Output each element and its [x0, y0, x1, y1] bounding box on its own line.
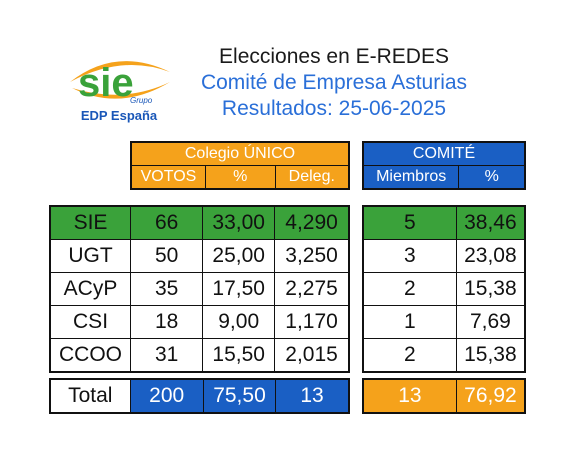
total-miembros: 13 — [362, 378, 457, 414]
colegio-header: Colegio ÚNICO VOTOS % Deleg. — [130, 141, 350, 190]
col-votos: VOTOS — [130, 165, 206, 190]
votos-cell: 35 — [130, 272, 204, 306]
table-row-sie: SIE 66 33,00 4,290 — [49, 205, 350, 240]
pct-cell: 15,50 — [202, 338, 276, 373]
table-row: CCOO 31 15,50 2,015 — [49, 338, 350, 373]
comite-title: COMITÉ — [362, 141, 526, 166]
total-pct: 75,50 — [202, 378, 277, 414]
logo-brand: EDP España — [80, 108, 158, 123]
comite-pct-cell: 38,46 — [455, 205, 526, 240]
comite-pct-cell: 7,69 — [455, 305, 526, 339]
total-deleg: 13 — [275, 378, 350, 414]
comite-total-row: 13 76,92 — [362, 378, 526, 414]
col-miembros: Miembros — [362, 165, 460, 190]
deleg-cell: 4,290 — [274, 205, 350, 240]
miembros-cell: 3 — [362, 239, 457, 273]
logo-text: sie — [78, 61, 134, 105]
deleg-cell: 2,275 — [274, 272, 350, 306]
colegio-title: Colegio ÚNICO — [130, 141, 350, 166]
sie-logo-mark: sie — [70, 61, 170, 105]
party-cell: ACyP — [49, 272, 132, 306]
total-comite-pct: 76,92 — [455, 378, 526, 414]
table-row: 2 15,38 — [362, 338, 526, 373]
logo-grupo: Grupo — [130, 96, 153, 105]
votos-cell: 18 — [130, 305, 204, 339]
pct-cell: 25,00 — [202, 239, 276, 273]
miembros-cell: 1 — [362, 305, 457, 339]
table-row-sie: 5 38,46 — [362, 205, 526, 240]
table-row: CSI 18 9,00 1,170 — [49, 305, 350, 339]
deleg-cell: 2,015 — [274, 338, 350, 373]
col-pct: % — [204, 165, 276, 190]
table-row: 2 15,38 — [362, 272, 526, 306]
party-cell: SIE — [49, 205, 132, 240]
party-cell: CCOO — [49, 338, 132, 373]
title-block: Elecciones en E-REDES Comité de Empresa … — [168, 44, 500, 122]
page-subtitle: Comité de Empresa Asturias — [200, 71, 468, 94]
votos-cell: 31 — [130, 338, 204, 373]
table-row: 3 23,08 — [362, 239, 526, 273]
total-votos: 200 — [129, 378, 204, 414]
total-label: Total — [49, 378, 131, 414]
table-row: 1 7,69 — [362, 305, 526, 339]
table-row: UGT 50 25,00 3,250 — [49, 239, 350, 273]
col-comite-pct: % — [458, 165, 526, 190]
comite-pct-cell: 15,38 — [455, 272, 526, 306]
table-row: ACyP 35 17,50 2,275 — [49, 272, 350, 306]
sie-logo: sie Grupo EDP España — [66, 52, 176, 124]
party-cell: UGT — [49, 239, 132, 273]
page-title: Elecciones en E-REDES — [219, 45, 449, 68]
results-date: Resultados: 25-06-2025 — [221, 97, 447, 120]
comite-pct-cell: 15,38 — [455, 338, 526, 373]
col-deleg: Deleg. — [274, 165, 350, 190]
miembros-cell: 2 — [362, 272, 457, 306]
results-table: SIE 66 33,00 4,290 UGT 50 25,00 3,250 AC… — [49, 205, 350, 373]
total-row: Total 200 75,50 13 — [49, 378, 350, 414]
deleg-cell: 1,170 — [274, 305, 350, 339]
miembros-cell: 2 — [362, 338, 457, 373]
deleg-cell: 3,250 — [274, 239, 350, 273]
pct-cell: 9,00 — [202, 305, 276, 339]
pct-cell: 33,00 — [202, 205, 276, 240]
party-cell: CSI — [49, 305, 132, 339]
comite-table: 5 38,46 3 23,08 2 15,38 1 7,69 2 15,38 — [362, 205, 526, 373]
votos-cell: 50 — [130, 239, 204, 273]
pct-cell: 17,50 — [202, 272, 276, 306]
comite-header: COMITÉ Miembros % — [362, 141, 526, 190]
miembros-cell: 5 — [362, 205, 457, 240]
votos-cell: 66 — [130, 205, 204, 240]
comite-pct-cell: 23,08 — [455, 239, 526, 273]
